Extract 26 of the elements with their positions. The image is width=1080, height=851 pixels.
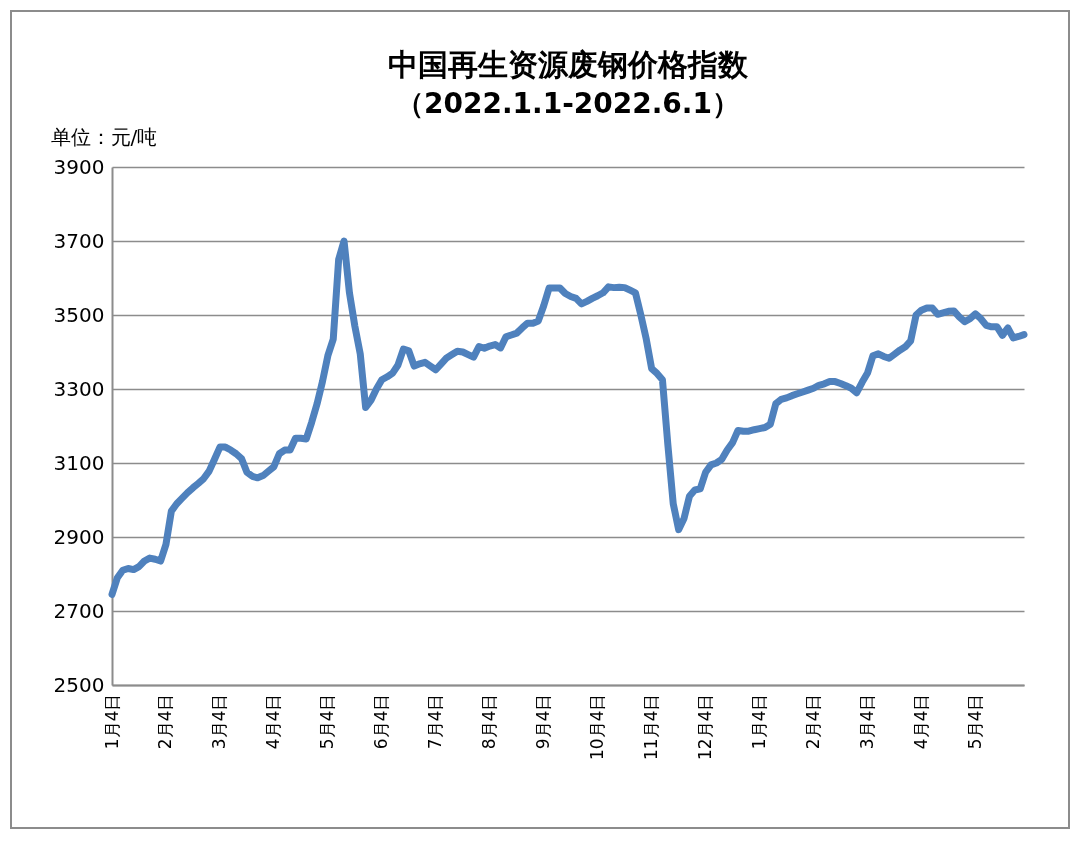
y-tick-label: 3900 [53,154,105,179]
x-tick-label: 2月4日 [155,693,176,750]
y-tick-label: 2900 [53,524,105,549]
x-tick-label: 9月4日 [533,693,554,750]
x-tick-label: 3月4日 [857,693,877,750]
x-tick-label: 5月4日 [317,693,338,750]
y-tick-label: 2700 [53,598,105,623]
chart-title: 中国再生资源废钢价格指数 [388,47,749,82]
x-tick-label: 12月4日 [695,693,716,760]
y-axis-title: 单位：元/吨 [50,124,158,149]
x-tick-label: 3月4日 [209,693,230,750]
x-tick-label: 1月4日 [749,693,770,750]
y-tick-label: 3700 [53,228,105,253]
y-tick-label: 3300 [53,376,105,401]
x-tick-label: 2月4日 [803,693,824,750]
x-tick-label: 4月4日 [910,693,931,750]
chart-subtitle: （2022.1.1-2022.6.1） [396,87,740,120]
y-tick-label: 3100 [53,450,105,475]
x-tick-label: 7月4日 [425,693,446,750]
x-tick-label: 11月4日 [641,693,662,760]
x-tick-label: 8月4日 [479,693,500,750]
x-tick-label: 10月4日 [587,693,608,760]
x-tick-label: 5月4日 [964,693,985,750]
x-tick-label: 4月4日 [263,693,284,750]
x-tick-label: 6月4日 [371,693,392,750]
y-tick-label: 3500 [53,302,105,327]
